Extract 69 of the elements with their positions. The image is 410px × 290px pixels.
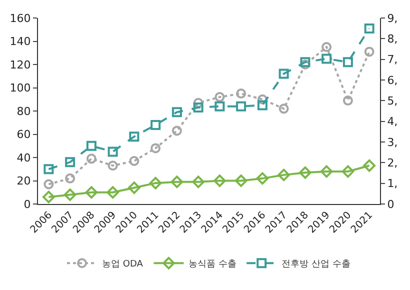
point [234, 174, 248, 187]
point [342, 96, 353, 106]
point [108, 146, 118, 157]
y-tick-label: 160 [10, 12, 31, 25]
y-tick-label: 80 [16, 104, 31, 118]
y-tick-label: 20 [16, 174, 31, 188]
point [322, 54, 332, 64]
point [236, 101, 246, 112]
point [170, 176, 184, 188]
point [85, 186, 98, 199]
point [108, 160, 118, 171]
legend-label: 농업 ODA [102, 260, 144, 270]
y2-tick-label: 6, [387, 74, 398, 87]
y2-tick-label: 8, [387, 32, 398, 46]
legend-label: 농식품 수출 [188, 260, 237, 270]
point [236, 88, 246, 99]
point [257, 94, 268, 104]
y2-tick-label: 4, [387, 115, 398, 128]
point [364, 46, 374, 57]
y2-tick-label: 7, [387, 53, 398, 66]
y2-tick-label: 3, [387, 136, 398, 149]
point [213, 174, 226, 187]
point [342, 165, 354, 178]
y2-tick-label: 9, [387, 12, 398, 25]
point [278, 168, 290, 182]
point [65, 173, 76, 184]
y-tick-label: 140 [10, 35, 31, 48]
point [42, 190, 55, 204]
point [106, 186, 120, 199]
point [320, 165, 333, 178]
point [364, 23, 374, 34]
point [129, 132, 140, 142]
point [192, 176, 205, 188]
point [214, 101, 225, 112]
point [214, 92, 225, 102]
point [150, 120, 161, 130]
point [86, 154, 96, 164]
y-tick-label: 60 [16, 128, 31, 142]
y2-tick-label: 5, [387, 94, 398, 108]
point [193, 98, 204, 108]
y-tick-label: 120 [10, 58, 31, 72]
point [129, 156, 140, 166]
point [172, 126, 182, 136]
point [193, 102, 204, 113]
y2-tick-label: 1, [387, 177, 398, 190]
point [363, 159, 376, 172]
point [172, 107, 182, 118]
y-tick-label: 100 [10, 82, 31, 95]
point [150, 143, 161, 154]
point [257, 100, 268, 110]
point [44, 164, 54, 174]
point [300, 57, 310, 68]
y-tick-label: 0 [24, 198, 31, 211]
point [64, 188, 76, 201]
y2-tick-label: 2, [387, 156, 398, 170]
point [322, 42, 332, 52]
point [86, 140, 96, 151]
point [65, 157, 76, 168]
point [44, 179, 54, 190]
point [278, 104, 289, 114]
y-tick-label: 40 [16, 151, 31, 164]
point [342, 57, 353, 68]
point [256, 172, 269, 185]
point [149, 176, 162, 190]
legend-label: 전후방 산업 수출 [282, 260, 350, 270]
point [278, 68, 289, 79]
y2-tick-label: 0 [387, 198, 394, 211]
point [128, 182, 140, 194]
point [298, 166, 312, 179]
